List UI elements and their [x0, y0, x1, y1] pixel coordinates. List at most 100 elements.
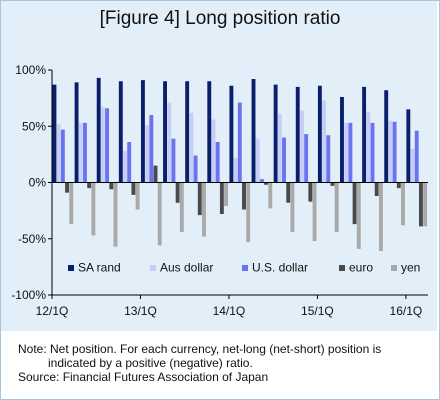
- x-tick-label: 12/1Q: [36, 304, 69, 318]
- bar-yen-12-3q: [113, 182, 118, 247]
- bar-sa-rand-14-4q: [295, 86, 300, 183]
- bar-u-s-dollar-14-2q: [259, 179, 264, 183]
- legend-swatch-euro: [339, 265, 345, 271]
- source-line: Source: Financial Futures Association of…: [18, 370, 269, 384]
- bar-sa-rand-12-1q: [52, 84, 57, 183]
- bar-yen-14-3q: [290, 182, 295, 232]
- bar-aus-dollar-15-2q: [344, 122, 349, 183]
- bar-yen-16-1q: [423, 182, 428, 227]
- bar-euro-14-2q: [264, 182, 269, 185]
- bar-aus-dollar-14-1q: [233, 157, 238, 183]
- legend-swatch-sa-rand: [68, 265, 74, 271]
- bar-sa-rand-12-2q: [74, 82, 79, 183]
- bar-yen-13-4q: [224, 182, 229, 207]
- bar-aus-dollar-13-4q: [211, 119, 216, 183]
- bar-euro-12-4q: [131, 182, 136, 195]
- bar-yen-15-1q: [334, 182, 339, 232]
- bar-euro-13-3q: [197, 182, 202, 216]
- bar-yen-14-4q: [312, 182, 317, 241]
- legend-swatch-u-s-dollar: [242, 265, 248, 271]
- bar-u-s-dollar-14-4q: [304, 134, 309, 183]
- axes: [48, 69, 428, 299]
- bar-euro-15-4q: [396, 182, 401, 189]
- bar-aus-dollar-13-1q: [145, 125, 150, 183]
- bar-u-s-dollar-14-1q: [237, 102, 242, 183]
- bar-yen-15-4q: [401, 182, 405, 226]
- legend: SA rand Aus dollar U.S. dollar euro yen: [68, 261, 420, 275]
- bar-aus-dollar-13-3q: [189, 112, 194, 183]
- bar-aus-dollar-12-1q: [56, 124, 61, 183]
- y-tick-label: -50%: [18, 232, 46, 246]
- bar-u-s-dollar-13-2q: [171, 138, 176, 183]
- bar-u-s-dollar-12-4q: [127, 142, 132, 183]
- bar-sa-rand-12-4q: [118, 81, 123, 183]
- x-tick-labels: 12/1Q 13/1Q 14/1Q 15/1Q 16/1Q: [36, 304, 423, 318]
- bar-euro-16-1q: [418, 182, 423, 227]
- x-tick-label: 13/1Q: [124, 304, 157, 318]
- bar-u-s-dollar-12-2q: [83, 122, 87, 183]
- x-tick-label: 15/1Q: [301, 304, 334, 318]
- bar-sa-rand-14-2q: [251, 79, 256, 183]
- bar-aus-dollar-14-4q: [299, 110, 304, 183]
- legend-label: euro: [349, 261, 373, 275]
- bar-aus-dollar-14-3q: [277, 113, 282, 183]
- legend-label: Aus dollar: [160, 261, 213, 275]
- bar-sa-rand-15-3q: [362, 86, 367, 183]
- bar-sa-rand-13-2q: [163, 81, 167, 183]
- bar-yen-13-3q: [202, 182, 206, 237]
- chart-note: Note: Net position. For each currency, n…: [18, 342, 433, 384]
- bar-euro-15-2q: [352, 182, 357, 225]
- bar-yen-13-1q: [157, 182, 162, 246]
- bar-aus-dollar-12-3q: [100, 107, 105, 183]
- bar-aus-dollar-14-2q: [255, 138, 260, 183]
- y-tick-label: 0%: [29, 176, 47, 190]
- bar-yen-15-3q: [378, 182, 383, 252]
- bar-aus-dollar-16-1q: [410, 148, 415, 183]
- bar-euro-13-4q: [219, 182, 224, 214]
- bar-yen-12-2q: [91, 182, 96, 236]
- bar-sa-rand-14-3q: [273, 84, 278, 183]
- bar-aus-dollar-13-2q: [167, 102, 172, 183]
- y-tick-labels: -100% -50% 0% 50% 100%: [11, 63, 46, 302]
- legend-swatch-aus-dollar: [150, 265, 156, 271]
- bar-euro-14-3q: [286, 182, 291, 203]
- bar-sa-rand-15-4q: [384, 90, 389, 183]
- bar-u-s-dollar-12-1q: [60, 129, 65, 183]
- bar-sa-rand-14-1q: [229, 85, 234, 183]
- bar-u-s-dollar-13-3q: [193, 155, 198, 183]
- bar-u-s-dollar-12-3q: [105, 108, 110, 183]
- bar-u-s-dollar-13-1q: [149, 115, 154, 183]
- bar-aus-dollar-15-4q: [388, 120, 393, 183]
- bar-u-s-dollar-15-2q: [348, 122, 353, 183]
- bar-u-s-dollar-14-3q: [282, 137, 286, 183]
- note-line-2: indicated by a positive (negative) ratio…: [48, 356, 253, 370]
- bar-yen-13-2q: [179, 182, 184, 232]
- bar-marks: [52, 77, 428, 252]
- bar-yen-14-2q: [268, 182, 273, 209]
- x-tick-label: 14/1Q: [213, 304, 246, 318]
- bar-u-s-dollar-15-3q: [370, 122, 375, 183]
- bar-sa-rand-13-1q: [140, 80, 145, 183]
- bar-sa-rand-15-1q: [317, 85, 322, 183]
- y-tick-label: 100%: [15, 63, 46, 77]
- bar-aus-dollar-12-2q: [78, 122, 83, 183]
- bar-u-s-dollar-15-1q: [326, 135, 331, 183]
- legend-swatch-yen: [391, 265, 397, 271]
- bar-euro-13-2q: [175, 182, 180, 203]
- bar-euro-14-4q: [308, 182, 313, 202]
- bar-euro-12-3q: [109, 182, 114, 190]
- legend-label: U.S. dollar: [252, 261, 308, 275]
- bar-sa-rand-13-3q: [185, 81, 190, 183]
- note-line-1: Note: Net position. For each currency, n…: [18, 342, 382, 356]
- bar-u-s-dollar-13-4q: [215, 142, 220, 183]
- bar-yen-12-1q: [69, 182, 74, 225]
- bar-sa-rand-15-2q: [340, 97, 344, 183]
- bar-euro-12-2q: [87, 182, 92, 189]
- y-tick-label: -100%: [11, 288, 46, 302]
- bar-euro-15-3q: [374, 182, 379, 196]
- x-tick-label: 16/1Q: [390, 304, 423, 318]
- bar-euro-14-1q: [242, 182, 246, 210]
- bar-euro-15-1q: [330, 182, 335, 186]
- bar-yen-15-2q: [356, 182, 361, 249]
